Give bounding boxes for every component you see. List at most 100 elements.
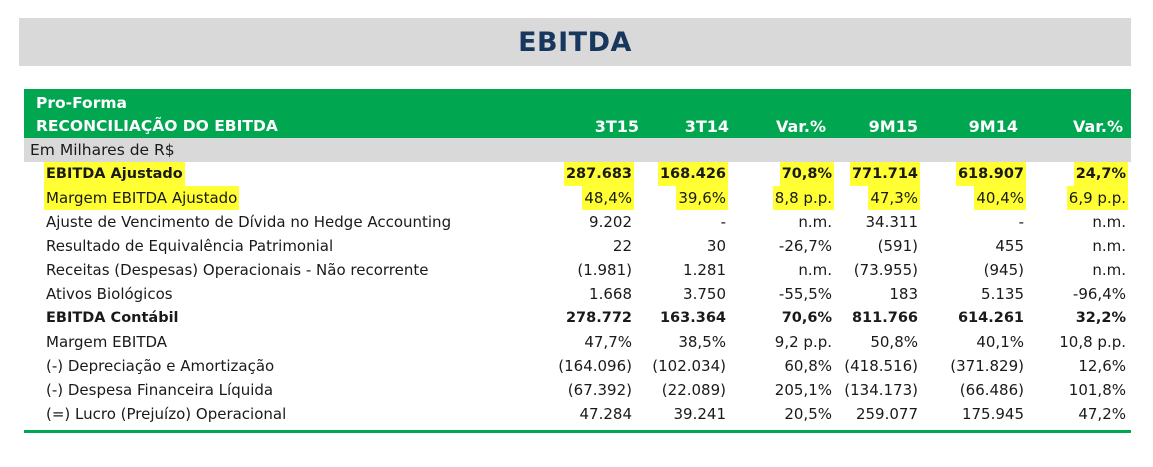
cell-3t14: 38,5% <box>678 333 726 351</box>
table-header: Pro-Forma RECONCILIAÇÃO DO EBITDA 3T15 3… <box>24 92 1131 138</box>
cell-var-quarter: n.m. <box>798 261 832 279</box>
cell-9m14: 40,4% <box>974 186 1026 210</box>
cell-var-ytd: -96,4% <box>1072 285 1126 303</box>
table-row-lucro-operacional: (=) Lucro (Prejuízo) Operacional 47.284 … <box>24 402 1131 426</box>
cell-3t15: 287.683 <box>563 162 634 186</box>
title-banner: EBITDA <box>19 18 1131 66</box>
cell-var-quarter: 70,6% <box>781 310 832 326</box>
row-label: Receitas (Despesas) Operacionais - Não r… <box>46 261 429 279</box>
cell-9m14: 618.907 <box>955 162 1026 186</box>
cell-var-ytd: n.m. <box>1092 237 1126 255</box>
cell-9m14: (66.486) <box>959 381 1024 399</box>
cell-9m15: 259.077 <box>855 405 918 423</box>
cell-9m15: (418.516) <box>844 357 918 375</box>
row-label: Margem EBITDA <box>46 333 168 351</box>
cell-var-quarter: 70,8% <box>779 162 834 186</box>
cell-var-ytd: 6,9 p.p. <box>1066 186 1128 210</box>
row-label: Ativos Biológicos <box>46 285 173 303</box>
header-col-var-quarter: Var.% <box>775 117 826 136</box>
cell-var-quarter: 9,2 p.p. <box>774 333 832 351</box>
cell-3t15: 47.284 <box>579 405 633 423</box>
cell-var-quarter: 8,8 p.p. <box>772 186 834 210</box>
row-label: EBITDA Contábil <box>46 310 179 326</box>
cell-9m14: - <box>1018 213 1024 231</box>
header-col-3t15: 3T15 <box>594 117 639 136</box>
cell-3t14: 1.281 <box>683 261 726 279</box>
table-row-ativos-biologicos: Ativos Biológicos 1.668 3.750 -55,5% 183… <box>24 282 1131 306</box>
cell-var-quarter: 205,1% <box>774 381 832 399</box>
header-col-3t14: 3T14 <box>684 117 729 136</box>
cell-9m15: 50,8% <box>870 333 918 351</box>
cell-9m15: (591) <box>877 237 918 255</box>
cell-3t15: (164.096) <box>558 357 632 375</box>
cell-9m14: 5.135 <box>981 285 1024 303</box>
cell-9m15: 771.714 <box>849 162 920 186</box>
cell-9m15: 811.766 <box>851 310 918 326</box>
cell-var-quarter: -55,5% <box>778 285 832 303</box>
cell-3t14: 30 <box>706 237 726 255</box>
cell-9m15: (73.955) <box>853 261 918 279</box>
cell-9m15: 183 <box>889 285 918 303</box>
cell-3t14: 39,6% <box>676 186 728 210</box>
cell-var-ytd: 24,7% <box>1073 162 1128 186</box>
cell-3t15: 47,7% <box>584 333 632 351</box>
table-row-despesa-financeira: (-) Despesa Financeira Líquida (67.392) … <box>24 378 1131 402</box>
cell-var-quarter: 20,5% <box>784 405 832 423</box>
row-label: Resultado de Equivalência Patrimonial <box>46 237 334 255</box>
units-label: Em Milhares de R$ <box>24 138 1131 162</box>
cell-9m14: 175.945 <box>961 405 1024 423</box>
cell-9m15: (134.173) <box>844 381 918 399</box>
row-label: (-) Depreciação e Amortização <box>46 357 275 375</box>
row-label: EBITDA Ajustado <box>44 162 185 186</box>
cell-9m14: (945) <box>983 261 1024 279</box>
cell-3t15: 278.772 <box>565 310 632 326</box>
row-label: Margem EBITDA Ajustado <box>44 186 240 210</box>
table-row-nao-recorrente: Receitas (Despesas) Operacionais - Não r… <box>24 258 1131 282</box>
header-col-9m15: 9M15 <box>868 117 918 136</box>
cell-var-ytd: 32,2% <box>1075 310 1126 326</box>
cell-var-quarter: -26,7% <box>778 237 832 255</box>
table-row-ebitda-ajustado: EBITDA Ajustado 287.683 168.426 70,8% 77… <box>24 162 1131 186</box>
cell-var-ytd: 12,6% <box>1078 357 1126 375</box>
row-label: Ajuste de Vencimento de Dívida no Hedge … <box>46 213 452 231</box>
table-row-ebitda-contabil: EBITDA Contábil 278.772 163.364 70,6% 81… <box>24 306 1131 330</box>
cell-3t14: - <box>720 213 726 231</box>
table-row-margem-ebitda: Margem EBITDA 47,7% 38,5% 9,2 p.p. 50,8%… <box>24 330 1131 354</box>
cell-3t14: (102.034) <box>652 357 726 375</box>
cell-3t15: 9.202 <box>589 213 632 231</box>
cell-3t15: (67.392) <box>567 381 632 399</box>
row-label: (=) Lucro (Prejuízo) Operacional <box>46 405 287 423</box>
cell-3t14: (22.089) <box>661 381 726 399</box>
cell-3t15: 1.668 <box>589 285 632 303</box>
cell-var-ytd: n.m. <box>1092 213 1126 231</box>
cell-9m14: 614.261 <box>957 310 1024 326</box>
cell-3t15: 48,4% <box>582 186 634 210</box>
table-top-rule <box>24 89 1131 92</box>
page-title: EBITDA <box>518 26 632 58</box>
cell-var-ytd: 47,2% <box>1078 405 1126 423</box>
cell-var-ytd: 10,8 p.p. <box>1059 333 1126 351</box>
table-bottom-rule <box>24 430 1131 433</box>
cell-var-quarter: n.m. <box>798 213 832 231</box>
cell-3t14: 163.364 <box>659 310 726 326</box>
cell-9m14: (371.829) <box>950 357 1024 375</box>
header-reconciliation: RECONCILIAÇÃO DO EBITDA <box>36 117 278 135</box>
cell-9m15: 34.311 <box>865 213 919 231</box>
cell-3t14: 39.241 <box>673 405 727 423</box>
cell-9m14: 455 <box>995 237 1024 255</box>
table-row-margem-ajustado: Margem EBITDA Ajustado 48,4% 39,6% 8,8 p… <box>24 186 1131 210</box>
cell-var-ytd: 101,8% <box>1068 381 1126 399</box>
cell-3t14: 168.426 <box>657 162 728 186</box>
cell-var-ytd: n.m. <box>1092 261 1126 279</box>
cell-9m14: 40,1% <box>976 333 1024 351</box>
header-proforma: Pro-Forma <box>36 94 127 112</box>
header-col-var-ytd: Var.% <box>1072 117 1123 136</box>
ebitda-table: Pro-Forma RECONCILIAÇÃO DO EBITDA 3T15 3… <box>24 89 1131 433</box>
cell-3t15: 22 <box>612 237 632 255</box>
table-row-ajuste-hedge: Ajuste de Vencimento de Dívida no Hedge … <box>24 210 1131 234</box>
cell-3t15: (1.981) <box>577 261 632 279</box>
table-row-depreciacao: (-) Depreciação e Amortização (164.096) … <box>24 354 1131 378</box>
cell-3t14: 3.750 <box>683 285 726 303</box>
row-label: (-) Despesa Financeira Líquida <box>46 381 274 399</box>
cell-9m15: 47,3% <box>868 186 920 210</box>
